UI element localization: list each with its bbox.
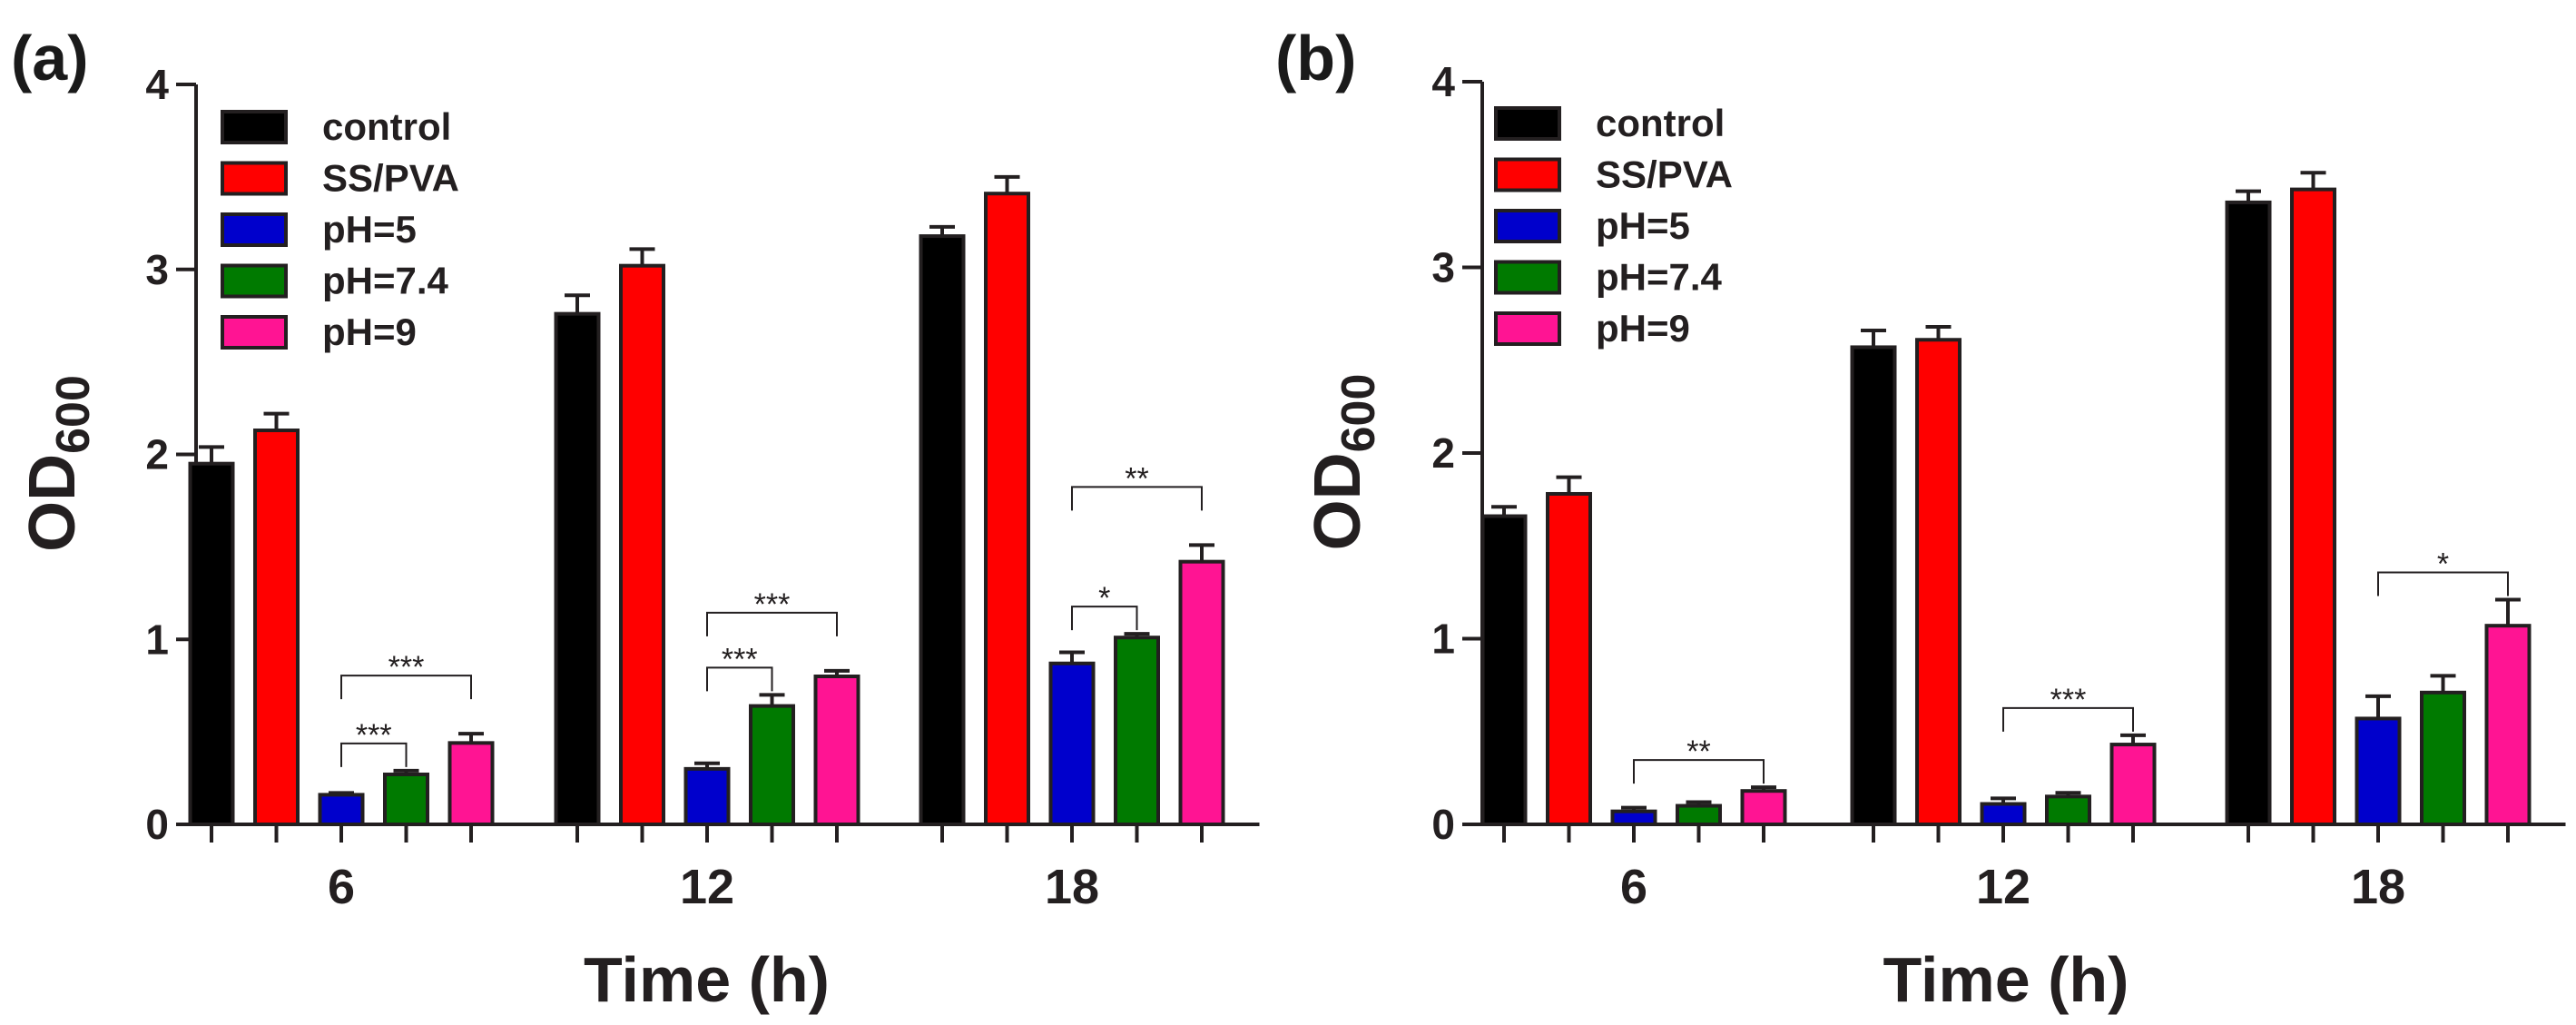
legend-label: SS/PVA (322, 157, 459, 200)
legend-label: pH=5 (322, 208, 417, 251)
y-axis-title-subscript: 600 (47, 375, 100, 454)
legend-swatch (1494, 311, 1561, 346)
significance-bracket (1071, 606, 1138, 631)
x-category-label: 18 (1045, 860, 1099, 914)
y-axis-title: OD600 (16, 375, 100, 552)
legend-swatch (221, 212, 288, 247)
legend-label: pH=5 (1596, 204, 1690, 247)
bar-ph-9 (447, 741, 495, 826)
significance-bracket (2377, 571, 2509, 596)
y-axis-title-main: OD (1302, 452, 1374, 550)
significance-label: *** (2050, 683, 2087, 717)
bar-ph-5 (1980, 802, 2027, 827)
bar-control (1480, 514, 1528, 827)
y-tick-label: 2 (145, 431, 169, 478)
significance-label: * (1098, 581, 1110, 616)
bar-ph-5 (1610, 809, 1657, 826)
significance-bracket (706, 666, 773, 692)
bar-ph-7-4 (2420, 690, 2466, 826)
bar-control (919, 234, 966, 826)
legend-label: pH=7.4 (322, 260, 449, 302)
bar-ss-pva (984, 192, 1030, 826)
significance-label: ** (1125, 461, 1148, 496)
bar-ph-5 (683, 766, 731, 826)
y-tick-label: 0 (145, 801, 169, 848)
bar-ss-pva (253, 429, 300, 826)
legend-label: pH=7.4 (1596, 256, 1723, 299)
y-tick-label: 3 (145, 246, 169, 293)
legend-swatch (1494, 209, 1561, 243)
bar-ph-7-4 (1676, 803, 1722, 826)
bar-ph-7-4 (2045, 794, 2091, 827)
y-tick-label: 2 (1431, 429, 1455, 477)
y-axis-title-main: OD (16, 454, 89, 552)
bar-control (2225, 200, 2272, 827)
bar-ph-5 (2355, 716, 2402, 826)
x-category-label: 6 (1620, 860, 1647, 914)
bar-ss-pva (1915, 338, 1961, 826)
bar-ph-7-4 (383, 772, 429, 826)
significance-bracket (2002, 706, 2134, 732)
bar-ph-5 (1048, 661, 1096, 826)
significance-label: *** (388, 650, 425, 685)
legend-swatch (221, 161, 288, 196)
significance-bracket (340, 675, 472, 700)
bar-ph-9 (2484, 624, 2532, 826)
legend-label: pH=9 (322, 310, 417, 353)
significance-bracket (706, 611, 838, 636)
x-category-label: 12 (680, 860, 734, 914)
legend-label: control (322, 105, 451, 148)
legend-swatch (221, 263, 288, 299)
y-tick-label: 3 (1431, 244, 1455, 291)
legend-swatch (1494, 260, 1561, 295)
x-axis-title: Time (h) (584, 944, 830, 1015)
bar-ph-5 (318, 793, 365, 827)
legend-swatch (221, 110, 288, 144)
significance-label: *** (754, 587, 791, 622)
significance-label: ** (1686, 734, 1710, 769)
panel-label: (a) (11, 23, 89, 94)
legend-label: pH=9 (1596, 307, 1690, 350)
x-category-label: 6 (328, 860, 355, 914)
bar-ph-9 (1178, 559, 1225, 826)
significance-bracket (1071, 486, 1203, 511)
bar-ph-7-4 (749, 704, 795, 826)
y-axis-title: OD600 (1302, 374, 1385, 551)
y-axis-title-subscript: 600 (1332, 374, 1385, 453)
bar-ss-pva (1546, 491, 1592, 826)
bar-control (188, 461, 235, 826)
significance-bracket (1633, 759, 1765, 784)
bar-ss-pva (2290, 187, 2336, 827)
bar-ss-pva (619, 263, 665, 826)
significance-label: * (2437, 547, 2449, 582)
bar-control (1850, 345, 1897, 826)
y-tick-label: 0 (1431, 801, 1455, 848)
legend-swatch (1494, 106, 1561, 141)
legend-label: SS/PVA (1596, 153, 1733, 196)
bar-ph-9 (1740, 789, 1787, 827)
significance-label: *** (722, 642, 758, 676)
bar-ph-9 (2109, 743, 2157, 826)
panel-label: (b) (1275, 23, 1356, 94)
significance-label: *** (356, 718, 392, 753)
legend-label: control (1596, 102, 1725, 144)
x-category-label: 12 (1976, 860, 2030, 914)
x-category-label: 18 (2351, 860, 2405, 914)
y-tick-label: 4 (1431, 58, 1455, 105)
legend-swatch (1494, 157, 1561, 192)
y-tick-label: 1 (1431, 616, 1455, 663)
y-tick-label: 4 (145, 61, 169, 108)
bar-ph-9 (813, 675, 860, 826)
legend-swatch (221, 315, 288, 350)
significance-bracket (340, 742, 408, 767)
bar-ph-7-4 (1114, 636, 1160, 827)
bar-control (554, 311, 601, 826)
x-axis-title: Time (h) (1883, 944, 2129, 1015)
y-tick-label: 1 (145, 616, 169, 663)
